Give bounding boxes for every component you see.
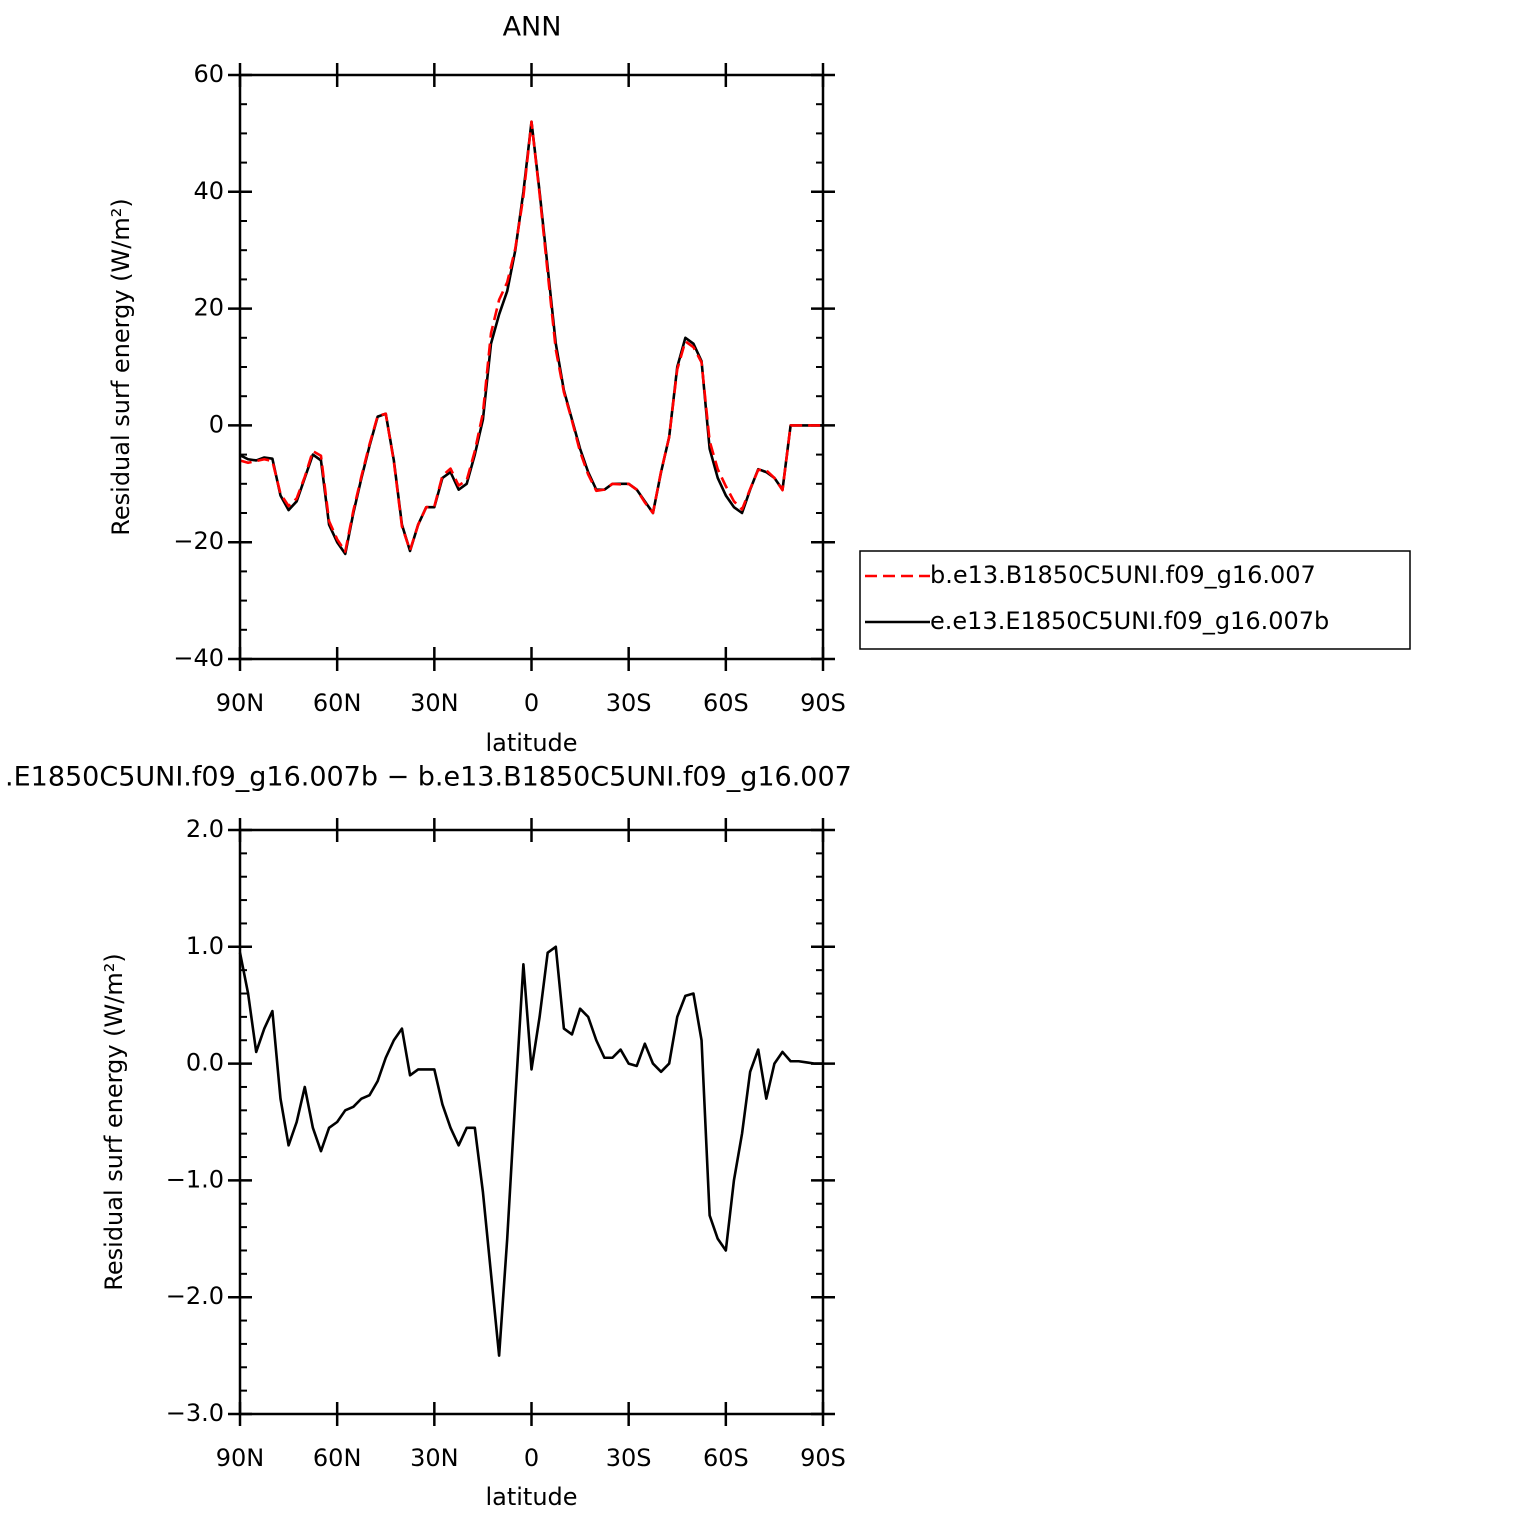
x-tick-label: 90S bbox=[800, 1444, 846, 1472]
y-tick-label: −3.0 bbox=[166, 1399, 224, 1427]
plot-frame bbox=[238, 828, 825, 1416]
x-tick-label: 0 bbox=[524, 689, 539, 717]
x-tick-label: 60N bbox=[313, 689, 362, 717]
data-line bbox=[239, 120, 823, 553]
x-tick-label: 30N bbox=[410, 1444, 459, 1472]
x-tick-label: 90N bbox=[216, 689, 265, 717]
y-tick-label: 60 bbox=[193, 60, 224, 88]
y-tick-label: −20 bbox=[173, 527, 224, 555]
y-tick-label: 1.0 bbox=[186, 932, 224, 960]
y-axis-label: Residual surf energy (W/m²) bbox=[107, 198, 135, 535]
y-tick-label: 0 bbox=[209, 410, 224, 438]
legend-box bbox=[859, 550, 1411, 650]
x-tick-label: 60N bbox=[313, 1444, 362, 1472]
x-axis-label: latitude bbox=[485, 729, 577, 757]
y-tick-label: −40 bbox=[173, 644, 224, 672]
y-tick-label: 40 bbox=[193, 177, 224, 205]
data-line bbox=[239, 120, 823, 556]
x-tick-label: 90S bbox=[800, 689, 846, 717]
data-line bbox=[238, 945, 823, 1357]
y-axis-label: Residual surf energy (W/m²) bbox=[100, 953, 128, 1290]
chart-title: .E1850C5UNI.f09_g16.007b − b.e13.B1850C5… bbox=[5, 762, 852, 793]
y-tick-label: 0.0 bbox=[186, 1049, 224, 1077]
x-tick-label: 30S bbox=[606, 1444, 652, 1472]
x-tick-label: 30S bbox=[606, 689, 652, 717]
x-tick-label: 60S bbox=[703, 689, 749, 717]
x-tick-label: 30N bbox=[410, 689, 459, 717]
y-tick-label: 2.0 bbox=[186, 815, 224, 843]
x-tick-label: 90N bbox=[216, 1444, 265, 1472]
plot-frame bbox=[238, 73, 825, 661]
x-tick-label: 60S bbox=[703, 1444, 749, 1472]
legend-label: e.e13.E1850C5UNI.f09_g16.007b bbox=[930, 607, 1329, 635]
y-tick-label: −1.0 bbox=[166, 1165, 224, 1193]
chart-title: ANN bbox=[503, 12, 562, 43]
x-axis-label: latitude bbox=[485, 1483, 577, 1511]
y-tick-label: −2.0 bbox=[166, 1282, 224, 1310]
y-tick-label: 20 bbox=[193, 294, 224, 322]
legend-label: b.e13.B1850C5UNI.f09_g16.007 bbox=[930, 561, 1316, 589]
x-tick-label: 0 bbox=[524, 1444, 539, 1472]
